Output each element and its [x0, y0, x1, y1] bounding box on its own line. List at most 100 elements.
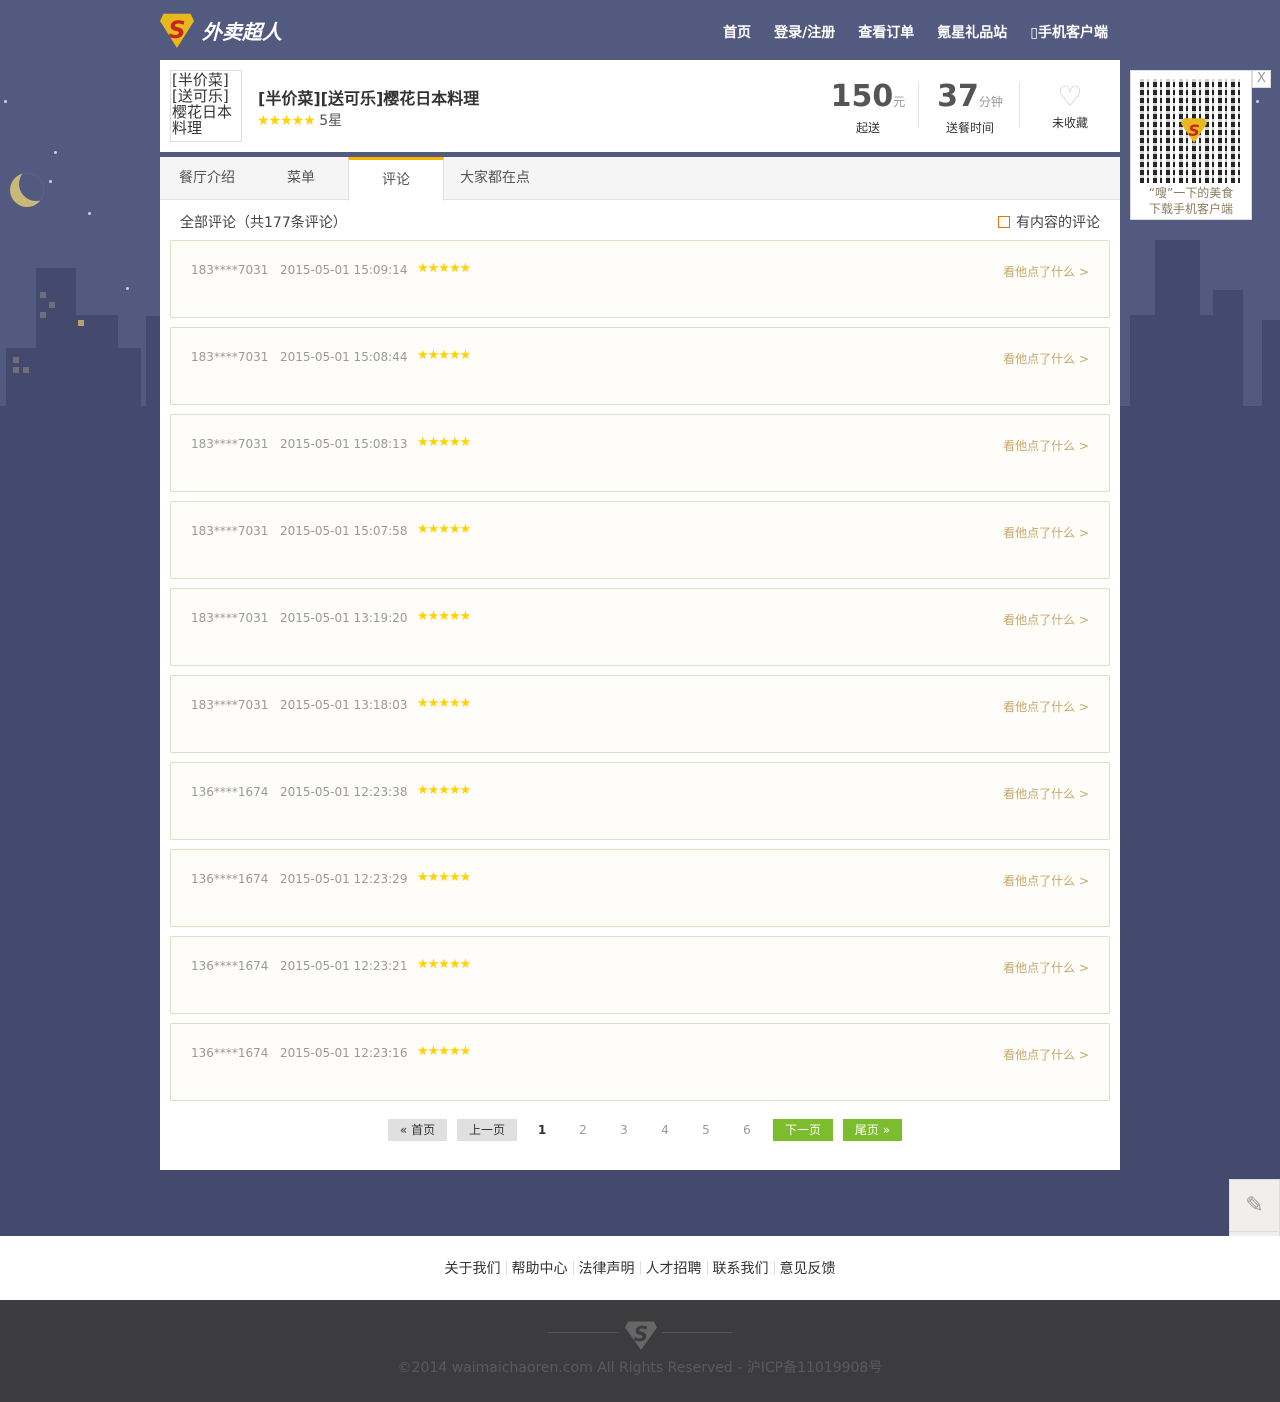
- delivery-time-unit: 分钟: [978, 95, 1003, 109]
- pagination: « 首页 上一页 1 2 3 4 5 6 下一页 尾页 »: [160, 1119, 1120, 1141]
- review-item: 136****1674 2015-05-01 12:23:29 ★★★★★ 看他…: [170, 849, 1110, 927]
- nav-gift-store[interactable]: 氪星礼品站: [937, 25, 1008, 41]
- logo[interactable]: S 外卖超人: [160, 12, 282, 48]
- review-stars: ★★★★★: [417, 783, 471, 798]
- view-order-link[interactable]: 看他点了什么 >: [1003, 787, 1089, 801]
- qr-close-button[interactable]: X: [1252, 70, 1271, 88]
- view-order-link[interactable]: 看他点了什么 >: [1003, 874, 1089, 888]
- nav-login-register[interactable]: 登录/注册: [774, 25, 836, 41]
- filter-label: 有内容的评论: [1016, 215, 1100, 231]
- star-icon: [49, 180, 52, 183]
- page-5[interactable]: 5: [702, 1123, 710, 1137]
- tab-reviews[interactable]: 评论: [348, 157, 444, 201]
- nav-mobile-app-label: 手机客户端: [1038, 25, 1108, 41]
- restaurant-card: [半价菜][送可乐]樱花日本料理 [半价菜][送可乐]樱花日本料理 ★★★★★ …: [160, 60, 1120, 152]
- tab-restaurant-info[interactable]: 餐厅介绍: [179, 170, 235, 186]
- delivery-time-label: 送餐时间: [945, 121, 994, 135]
- view-order-link[interactable]: 看他点了什么 >: [1003, 961, 1089, 975]
- divider: [662, 1332, 732, 1333]
- review-stars: ★★★★★: [417, 609, 471, 624]
- review-time: 2015-05-01 15:08:13: [280, 437, 408, 451]
- review-user: 136****1674: [191, 872, 269, 886]
- divider: [1019, 82, 1020, 128]
- content-filter-checkbox[interactable]: 有内容的评论: [998, 212, 1100, 232]
- delivery-time: 37分钟 送餐时间: [920, 80, 1020, 136]
- review-item: 183****7031 2015-05-01 15:08:13 ★★★★★ 看他…: [170, 414, 1110, 492]
- review-user: 136****1674: [191, 959, 269, 973]
- view-order-link[interactable]: 看他点了什么 >: [1003, 613, 1089, 627]
- review-item: 183****7031 2015-05-01 13:18:03 ★★★★★ 看他…: [170, 675, 1110, 753]
- view-order-link[interactable]: 看他点了什么 >: [1003, 1048, 1089, 1062]
- review-time: 2015-05-01 15:09:14: [280, 263, 408, 277]
- page-4[interactable]: 4: [661, 1123, 669, 1137]
- footer-link-contact[interactable]: 联系我们: [712, 1261, 769, 1277]
- reviews-summary-row: 全部评论（共177条评论） 有内容的评论: [180, 212, 1100, 232]
- footer-link-help[interactable]: 帮助中心: [511, 1261, 568, 1277]
- review-user: 136****1674: [191, 785, 269, 799]
- main-panel: 餐厅介绍 菜单 评论 大家都在点 全部评论（共177条评论） 有内容的评论 18…: [160, 157, 1120, 1170]
- favorite-button[interactable]: ♡ 未收藏: [1020, 80, 1120, 131]
- review-stars: ★★★★★: [417, 348, 471, 363]
- restaurant-rating: ★★★★★ 5星: [257, 110, 342, 130]
- view-order-link[interactable]: 看他点了什么 >: [1003, 439, 1089, 453]
- heart-outline-icon: ♡: [1057, 80, 1083, 113]
- review-time: 2015-05-01 12:23:21: [280, 959, 408, 973]
- page-6[interactable]: 6: [743, 1123, 751, 1137]
- feedback-edit-icon[interactable]: ✎: [1245, 1193, 1264, 1218]
- min-order-label: 起送: [855, 121, 880, 135]
- review-item: 183****7031 2015-05-01 15:07:58 ★★★★★ 看他…: [170, 501, 1110, 579]
- page-1[interactable]: 1: [537, 1123, 547, 1137]
- page-3[interactable]: 3: [620, 1123, 628, 1137]
- next-page-button[interactable]: 下一页: [773, 1119, 833, 1141]
- qr-caption-line2: 下载手机客户端: [1148, 202, 1233, 216]
- review-item: 183****7031 2015-05-01 13:19:20 ★★★★★ 看他…: [170, 588, 1110, 666]
- qr-code-panel: S “嗖”一下的美食 下载手机客户端: [1130, 70, 1252, 220]
- divider: [918, 82, 919, 128]
- review-stars: ★★★★★: [417, 696, 471, 711]
- footer-logo-icon: S: [625, 1321, 657, 1350]
- nav-orders[interactable]: 查看订单: [858, 25, 915, 41]
- star-icon: [88, 212, 91, 215]
- review-item: 136****1674 2015-05-01 12:23:21 ★★★★★ 看他…: [170, 936, 1110, 1014]
- review-time: 2015-05-01 13:18:03: [280, 698, 408, 712]
- reviews-count: 全部评论（共177条评论）: [180, 215, 347, 231]
- prev-page-button[interactable]: 上一页: [457, 1119, 517, 1141]
- footer: S ©2014 waimaichaoren.com All Rights Res…: [0, 1300, 1280, 1402]
- review-user: 183****7031: [191, 698, 269, 712]
- top-header: S 外卖超人 首页 登录/注册 查看订单 氪星礼品站 ▯手机客户端: [160, 0, 1120, 60]
- footer-link-feedback[interactable]: 意见反馈: [779, 1261, 836, 1277]
- tab-menu[interactable]: 菜单: [287, 170, 315, 186]
- checkbox-icon[interactable]: [998, 216, 1010, 228]
- review-item: 136****1674 2015-05-01 12:23:38 ★★★★★ 看他…: [170, 762, 1110, 840]
- nav-mobile-app[interactable]: ▯手机客户端: [1030, 25, 1108, 41]
- building: [1213, 290, 1243, 408]
- review-time: 2015-05-01 12:23:29: [280, 872, 408, 886]
- view-order-link[interactable]: 看他点了什么 >: [1003, 700, 1089, 714]
- restaurant-image: [半价菜][送可乐]樱花日本料理: [170, 70, 242, 142]
- review-user: 183****7031: [191, 611, 269, 625]
- building: [6, 348, 141, 408]
- footer-link-jobs[interactable]: 人才招聘: [645, 1261, 702, 1277]
- footer-link-about[interactable]: 关于我们: [444, 1261, 501, 1277]
- nav-home[interactable]: 首页: [723, 25, 752, 41]
- review-user: 183****7031: [191, 263, 269, 277]
- review-item: 183****7031 2015-05-01 15:09:14 ★★★★★ 看他…: [170, 240, 1110, 318]
- page-2[interactable]: 2: [579, 1123, 587, 1137]
- review-user: 136****1674: [191, 1046, 269, 1060]
- review-time: 2015-05-01 15:08:44: [280, 350, 408, 364]
- review-stars: ★★★★★: [417, 870, 471, 885]
- qr-caption: “嗖”一下的美食 下载手机客户端: [1131, 185, 1251, 217]
- qr-caption-line1: “嗖”一下的美食: [1148, 186, 1234, 200]
- view-order-link[interactable]: 看他点了什么 >: [1003, 352, 1089, 366]
- last-page-button[interactable]: 尾页 »: [843, 1119, 902, 1141]
- footer-link-legal[interactable]: 法律声明: [578, 1261, 635, 1277]
- review-stars: ★★★★★: [417, 1044, 471, 1059]
- tab-popular[interactable]: 大家都在点: [460, 170, 530, 186]
- view-order-link[interactable]: 看他点了什么 >: [1003, 526, 1089, 540]
- review-user: 183****7031: [191, 350, 269, 364]
- min-order-value: 150: [830, 79, 894, 114]
- favorite-label: 未收藏: [1051, 116, 1088, 130]
- view-order-link[interactable]: 看他点了什么 >: [1003, 265, 1089, 279]
- first-page-button[interactable]: « 首页: [388, 1119, 447, 1141]
- review-time: 2015-05-01 12:23:38: [280, 785, 408, 799]
